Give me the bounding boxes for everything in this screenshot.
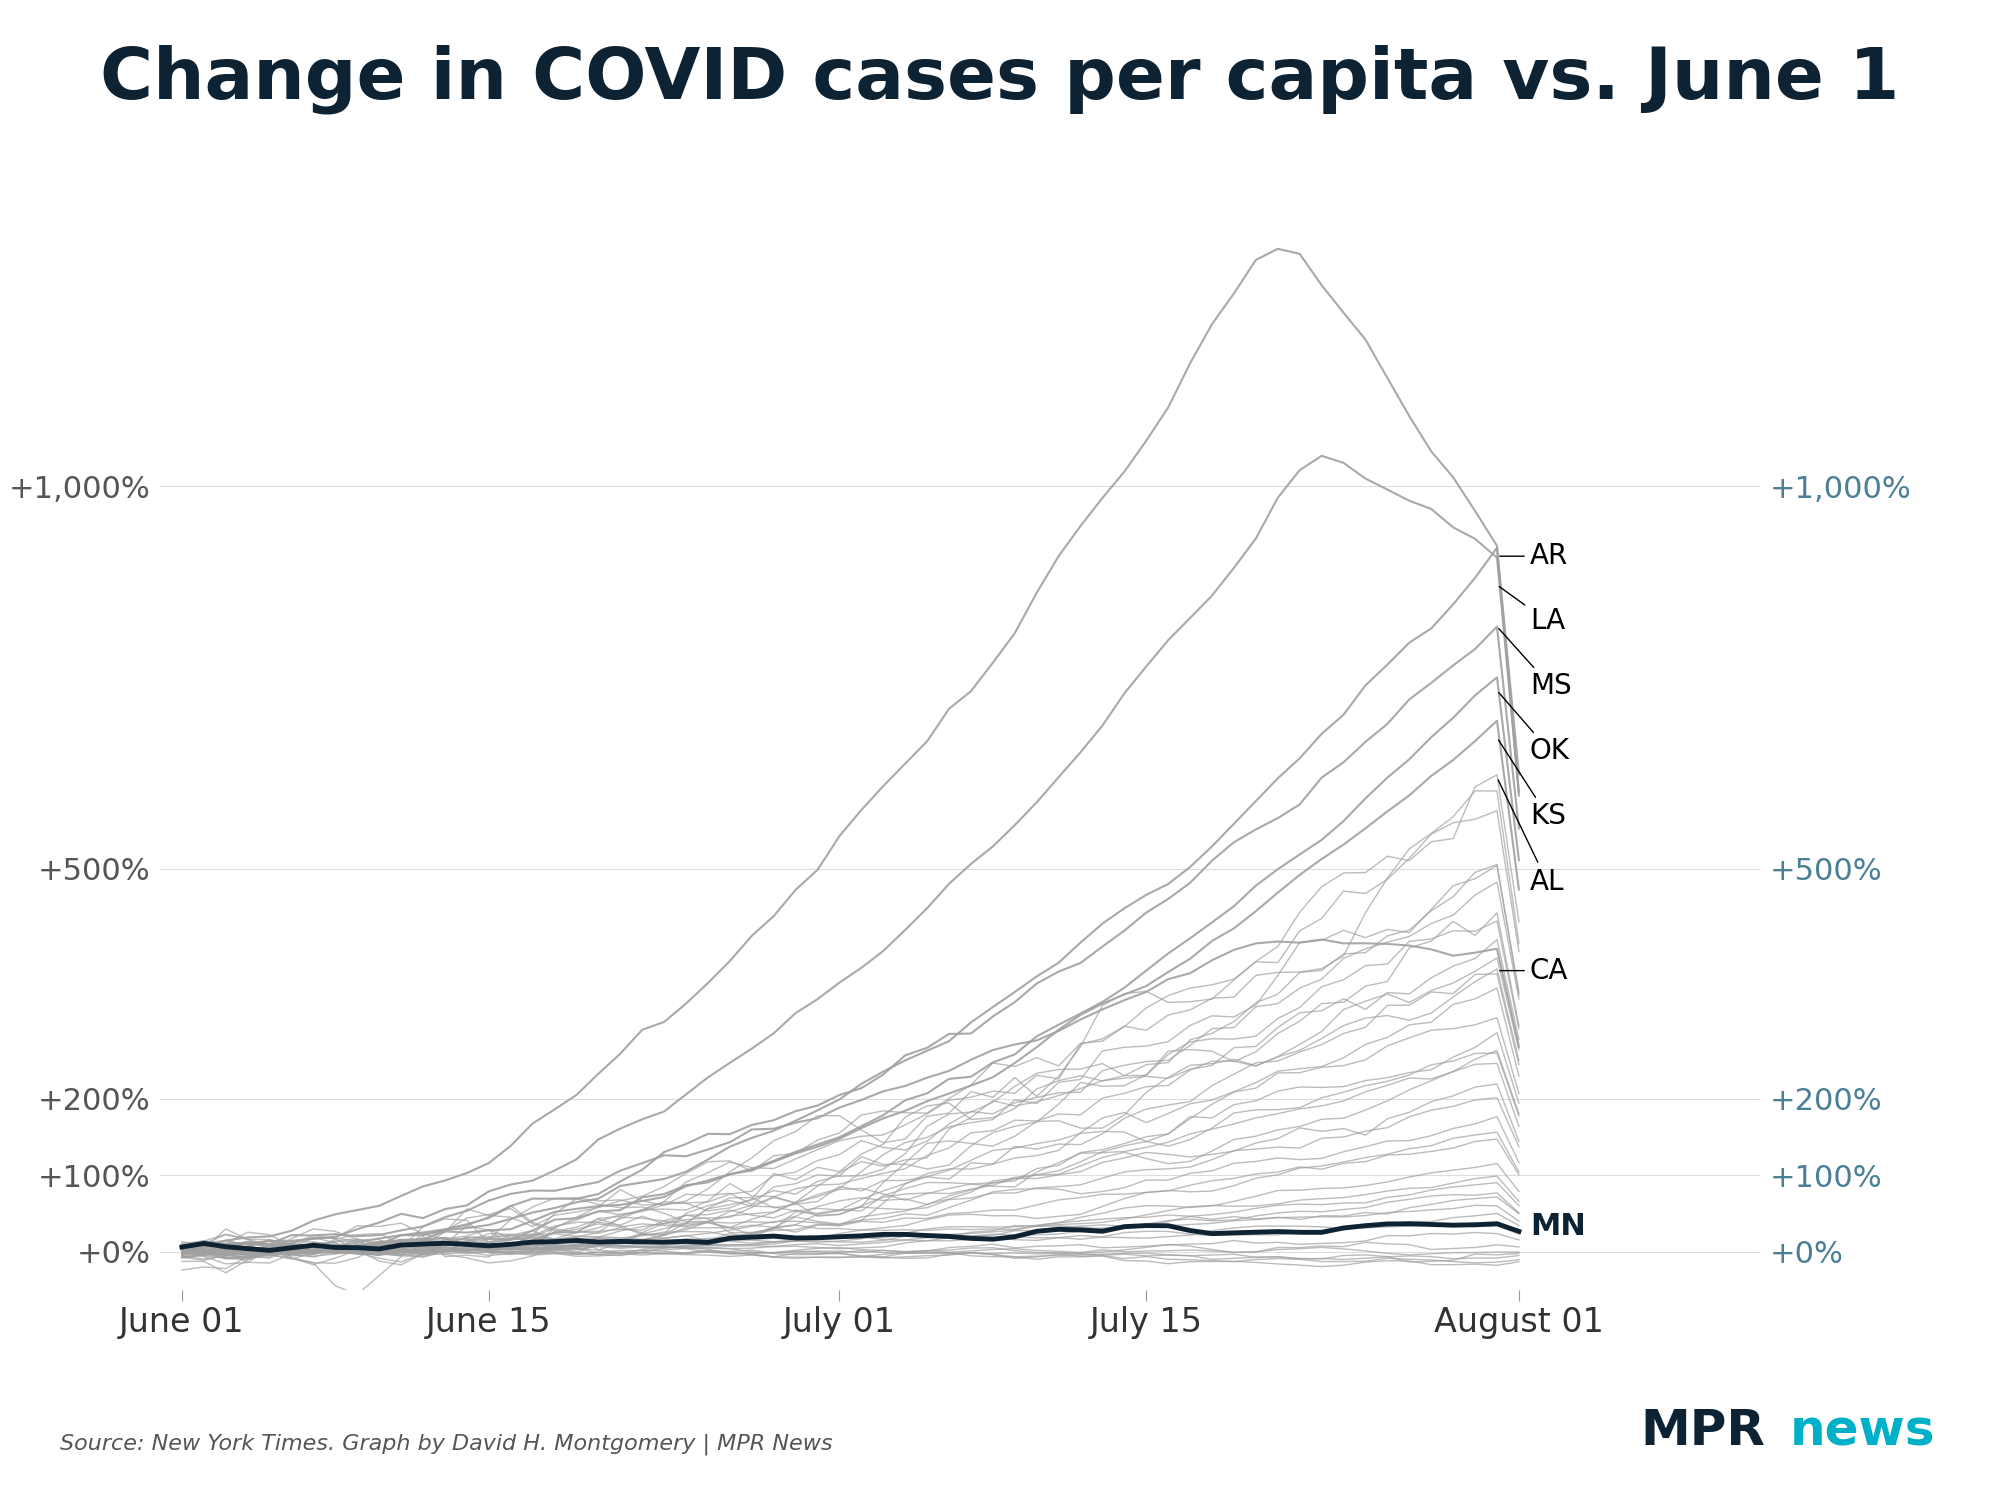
- Text: news: news: [1790, 1407, 1936, 1455]
- Text: KS: KS: [1498, 740, 1566, 831]
- Text: AL: AL: [1498, 780, 1564, 896]
- Text: MPR: MPR: [1640, 1407, 1764, 1455]
- Text: LA: LA: [1500, 586, 1564, 636]
- Text: CA: CA: [1500, 957, 1568, 984]
- Text: Change in COVID cases per capita vs. June 1: Change in COVID cases per capita vs. Jun…: [100, 45, 1900, 114]
- Text: MN: MN: [1530, 1212, 1586, 1240]
- Text: OK: OK: [1498, 693, 1570, 765]
- Text: MS: MS: [1498, 628, 1572, 700]
- Text: Source: New York Times. Graph by David H. Montgomery | MPR News: Source: New York Times. Graph by David H…: [60, 1434, 832, 1455]
- Text: AR: AR: [1500, 542, 1568, 570]
